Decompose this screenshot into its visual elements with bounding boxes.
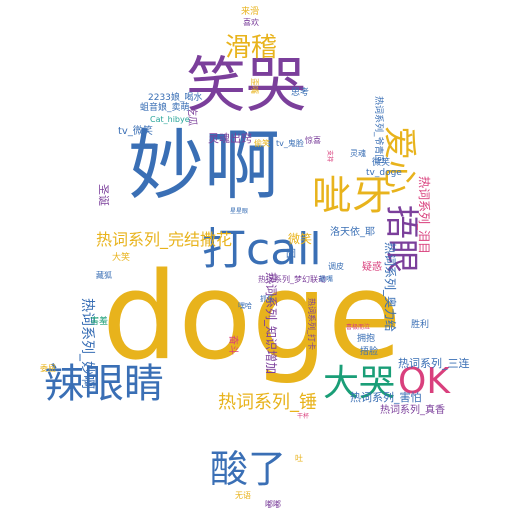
word-cloud-word: 热词系列_奥力给 — [383, 242, 397, 333]
word-cloud-word: 来滑 — [241, 7, 260, 17]
word-cloud-word: 吐 — [295, 454, 303, 463]
word-cloud-word: 囧 — [286, 249, 296, 260]
word-cloud-word: 蛆音娘_卖萌 — [140, 103, 190, 113]
word-cloud-word: 藏狐 — [96, 271, 112, 280]
word-cloud-word: 支持 — [326, 150, 333, 163]
word-cloud-word: 热词系列_真香 — [380, 405, 445, 416]
word-cloud-word: 大哭 — [323, 363, 396, 404]
word-cloud-word: 大笑 — [112, 253, 131, 263]
word-cloud-word: 热词系列_泪目 — [417, 176, 431, 255]
word-cloud-word: 灵魂 — [350, 149, 366, 158]
word-cloud-word: 抓狂 — [260, 295, 274, 303]
word-cloud-word: 思考 — [291, 88, 310, 98]
word-cloud-word: 疑惑 — [362, 262, 382, 273]
word-cloud-word: 星星眼 — [230, 208, 249, 215]
word-cloud-word: 调皮 — [328, 262, 344, 271]
word-cloud-word: 辣眼睛 — [44, 361, 164, 407]
word-cloud-word: 微笑 — [372, 158, 391, 168]
word-cloud-word: 酸了 — [210, 447, 287, 491]
word-cloud-word: 热词系列_梦幻联动 — [258, 275, 326, 284]
word-cloud-word: OK — [398, 361, 450, 402]
word-cloud-word: 胜利 — [411, 320, 430, 330]
word-cloud-word: tv_微笑 — [118, 126, 153, 137]
word-cloud-word: 滑稽 — [225, 33, 278, 63]
word-cloud-word: 偷笑 — [254, 139, 270, 148]
word-cloud-word: 热词系列_三连 — [398, 357, 470, 370]
word-cloud-word: 妙啊 — [128, 121, 280, 210]
word-cloud-word: 拥抱 — [357, 334, 376, 344]
word-cloud-word: 呲牙 — [312, 173, 392, 219]
word-cloud-word: 灵魂出窍 — [208, 132, 252, 145]
word-cloud-word: 笑哭 — [186, 51, 306, 121]
word-cloud-word: tv_鬼脸 — [276, 139, 304, 148]
word-cloud-word: 嘟嘟 — [265, 500, 281, 509]
word-cloud-word: 害羞 — [90, 317, 109, 327]
word-cloud-word: 委屈 — [40, 364, 56, 373]
word-cloud-word: 惊喜 — [305, 136, 321, 145]
word-cloud-word: 热词系列_害怕 — [350, 391, 422, 404]
word-cloud-word: 奋斗 — [227, 335, 238, 355]
word-cloud-word: 2233娘_喝水 — [148, 93, 203, 103]
word-cloud-word: 喜欢 — [243, 18, 259, 27]
word-cloud-word: doge — [102, 248, 402, 387]
word-cloud-word: tv_doge — [366, 168, 402, 178]
word-cloud-word: 捂脸 — [360, 347, 379, 357]
word-cloud-word: 歪嘴 — [250, 78, 259, 94]
word-cloud-word: 热词系列_妙啊 — [79, 298, 95, 389]
word-cloud-word: 热词系列_打卡 — [307, 298, 316, 350]
word-cloud-word: 热词系列_爷青回 — [373, 96, 383, 164]
word-cloud-word: 干杯 — [297, 413, 310, 420]
word-cloud-word: 喜极而泣 — [346, 324, 371, 331]
word-cloud-word: 微笑 — [288, 232, 313, 246]
word-cloud-word: 打call — [202, 224, 322, 275]
word-cloud-word: 撇嘴 — [319, 275, 333, 283]
word-cloud-word: 无语 — [235, 491, 251, 500]
word-cloud-word: 圣诞 — [97, 184, 110, 206]
word-cloud-word: 热词系列_完结撒花 — [96, 230, 233, 249]
word-cloud-word: 嘿哈 — [238, 302, 252, 310]
word-cloud-word: 洛天依_耶 — [330, 227, 375, 238]
word-cloud-word: 热词系列_锤 — [218, 392, 317, 413]
word-cloud-word: Cat_hibye — [150, 115, 190, 124]
word-cloud-word: 热词系列_知识增加 — [264, 272, 278, 375]
